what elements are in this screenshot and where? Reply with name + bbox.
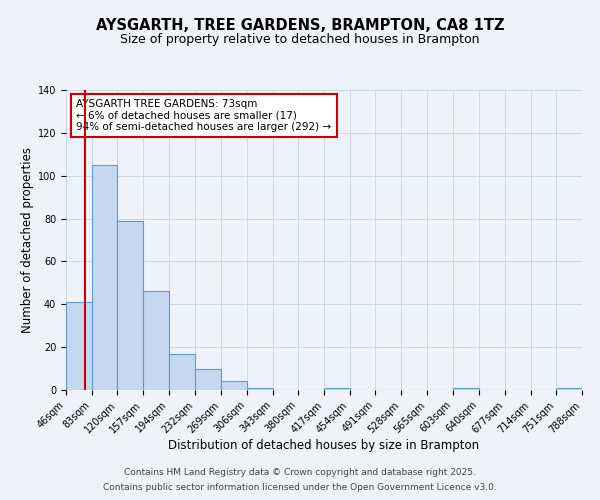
Bar xyxy=(92,165,118,390)
Bar xyxy=(556,388,582,390)
Bar xyxy=(196,368,221,390)
Text: AYSGARTH TREE GARDENS: 73sqm
← 6% of detached houses are smaller (17)
94% of sem: AYSGARTH TREE GARDENS: 73sqm ← 6% of det… xyxy=(76,99,331,132)
Text: Contains public sector information licensed under the Open Government Licence v3: Contains public sector information licen… xyxy=(103,483,497,492)
X-axis label: Distribution of detached houses by size in Brampton: Distribution of detached houses by size … xyxy=(169,439,479,452)
Bar xyxy=(324,388,350,390)
Bar xyxy=(454,388,479,390)
Bar xyxy=(66,302,92,390)
Bar xyxy=(221,382,247,390)
Y-axis label: Number of detached properties: Number of detached properties xyxy=(20,147,34,333)
Text: Contains HM Land Registry data © Crown copyright and database right 2025.: Contains HM Land Registry data © Crown c… xyxy=(124,468,476,477)
Bar xyxy=(247,388,272,390)
Bar xyxy=(118,220,143,390)
Bar xyxy=(169,354,196,390)
Text: Size of property relative to detached houses in Brampton: Size of property relative to detached ho… xyxy=(120,32,480,46)
Text: AYSGARTH, TREE GARDENS, BRAMPTON, CA8 1TZ: AYSGARTH, TREE GARDENS, BRAMPTON, CA8 1T… xyxy=(96,18,504,32)
Bar xyxy=(143,292,169,390)
